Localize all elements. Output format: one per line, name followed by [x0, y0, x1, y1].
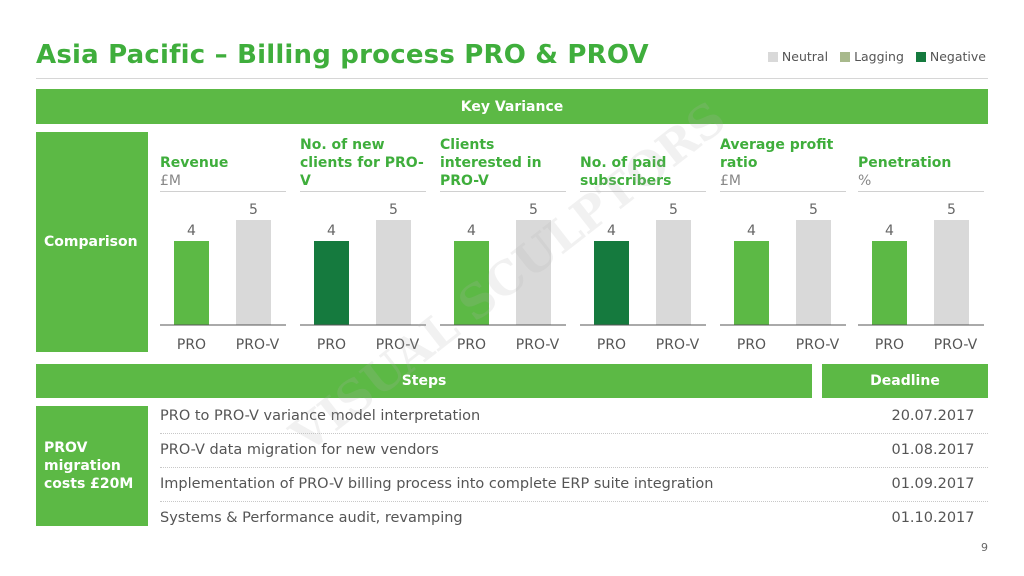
bar-value-label: 4 — [187, 223, 196, 239]
metric-title: Average profit ratio — [720, 137, 834, 171]
step-deadline: 01.10.2017 — [891, 510, 975, 526]
category-label: PRO — [317, 337, 346, 353]
bar-pro-v — [796, 220, 831, 325]
page-title: Asia Pacific – Billing process PRO & PRO… — [36, 40, 649, 70]
metric-header: Revenue £M — [160, 132, 286, 192]
bar-chart: 4 PRO 5 PRO-V — [440, 202, 566, 353]
metric-column: Clients interested in PRO-V — [440, 132, 566, 192]
bar-chart: 4 PRO 5 PRO-V — [720, 202, 846, 353]
metric-title: No. of new clients for PRO-V — [300, 137, 424, 189]
bar-pro-v — [376, 220, 411, 325]
legend-swatch-lagging — [840, 51, 851, 62]
bar-pro — [454, 241, 489, 325]
bar-pro-v — [236, 220, 271, 325]
step-row: Implementation of PRO-V billing process … — [160, 467, 988, 502]
bar-value-label: 4 — [607, 223, 616, 239]
step-text: Systems & Performance audit, revamping — [160, 510, 463, 526]
bar-pro — [594, 241, 629, 325]
category-label: PRO — [875, 337, 904, 353]
step-row: Systems & Performance audit, revamping 0… — [160, 501, 988, 535]
bar-value-label: 5 — [529, 202, 538, 218]
category-label: PRO-V — [934, 337, 978, 353]
metric-column: Average profit ratio £M — [720, 132, 846, 192]
metric-title: Penetration — [858, 155, 952, 171]
step-deadline: 01.08.2017 — [891, 442, 975, 458]
deadline-header-label: Deadline — [870, 373, 940, 389]
bar-pro-v — [656, 220, 691, 325]
metric-column: No. of paid subscribers — [580, 132, 706, 192]
metric-header: No. of paid subscribers — [580, 132, 706, 192]
category-label: PRO-V — [516, 337, 560, 353]
bar-pro — [314, 241, 349, 325]
category-label: PRO-V — [376, 337, 420, 353]
bar-pro — [174, 241, 209, 325]
metric-header: Clients interested in PRO-V — [440, 132, 566, 192]
legend-item-neutral: Neutral — [767, 49, 829, 64]
bar-pro-v — [934, 220, 969, 325]
step-deadline: 20.07.2017 — [891, 408, 975, 424]
bar-value-label: 4 — [747, 223, 756, 239]
category-label: PRO-V — [796, 337, 840, 353]
bar-value-label: 5 — [947, 202, 956, 218]
bar-pro-v — [516, 220, 551, 325]
comparison-label-box: Comparison — [36, 132, 148, 352]
metric-column: Revenue £M — [160, 132, 286, 192]
step-text: PRO-V data migration for new vendors — [160, 442, 439, 458]
category-label: PRO — [457, 337, 486, 353]
step-deadline: 01.09.2017 — [891, 476, 975, 492]
steps-header: Steps — [36, 364, 812, 398]
step-text: PRO to PRO-V variance model interpretati… — [160, 408, 481, 424]
legend-label-negative: Negative — [929, 49, 986, 64]
key-variance-label: Key Variance — [460, 98, 564, 115]
step-row: PRO to PRO-V variance model interpretati… — [160, 399, 988, 434]
legend-item-lagging: Lagging — [840, 49, 904, 64]
bar-value-label: 4 — [467, 223, 476, 239]
steps-header-label: Steps — [401, 373, 447, 389]
metric-title: Revenue — [160, 155, 229, 171]
metric-unit: £M — [160, 173, 181, 189]
legend-label-lagging: Lagging — [854, 49, 904, 64]
metric-header: Penetration% — [858, 132, 984, 192]
legend-swatch-neutral — [767, 51, 778, 62]
metric-header: No. of new clients for PRO-V — [300, 132, 426, 192]
bar-value-label: 5 — [249, 202, 258, 218]
bar-chart: 4 PRO 5 PRO-V — [858, 202, 984, 353]
metric-title: No. of paid subscribers — [580, 155, 672, 189]
bar-chart: 4 PRO 5 PRO-V — [580, 202, 706, 353]
comparison-label: Comparison — [44, 234, 138, 250]
legend-label-neutral: Neutral — [781, 49, 829, 64]
metric-column: No. of new clients for PRO-V — [300, 132, 426, 192]
bar-pro — [872, 241, 907, 325]
category-label: PRO-V — [656, 337, 700, 353]
page-number: 9 — [981, 541, 988, 554]
bar-chart: 4 PRO 5 PRO-V — [300, 202, 426, 353]
bar-value-label: 5 — [389, 202, 398, 218]
migration-label: PROV migration costs £20M — [44, 440, 134, 492]
bar-value-label: 4 — [885, 223, 894, 239]
category-label: PRO — [597, 337, 626, 353]
metric-unit: £M — [720, 173, 741, 189]
category-label: PRO — [737, 337, 766, 353]
category-label: PRO-V — [236, 337, 280, 353]
bar-value-label: 5 — [669, 202, 678, 218]
bar-value-label: 5 — [809, 202, 818, 218]
legend-swatch-negative — [915, 51, 926, 62]
deadline-header: Deadline — [822, 364, 988, 398]
metric-unit: % — [858, 173, 872, 189]
bar-value-label: 4 — [327, 223, 336, 239]
step-row: PRO-V data migration for new vendors 01.… — [160, 433, 988, 468]
metric-header: Average profit ratio £M — [720, 132, 846, 192]
metric-column: Penetration% — [858, 132, 984, 192]
key-variance-header: Key Variance — [36, 89, 988, 124]
category-label: PRO — [177, 337, 206, 353]
migration-label-box: PROV migration costs £20M — [36, 406, 148, 526]
legend-item-negative: Negative — [915, 49, 986, 64]
bar-chart: 4 PRO 5 PRO-V — [160, 202, 286, 353]
title-divider — [36, 78, 988, 79]
step-text: Implementation of PRO-V billing process … — [160, 476, 714, 492]
bar-pro — [734, 241, 769, 325]
metric-title: Clients interested in PRO-V — [440, 137, 542, 189]
legend: Neutral Lagging Negative — [767, 49, 986, 64]
